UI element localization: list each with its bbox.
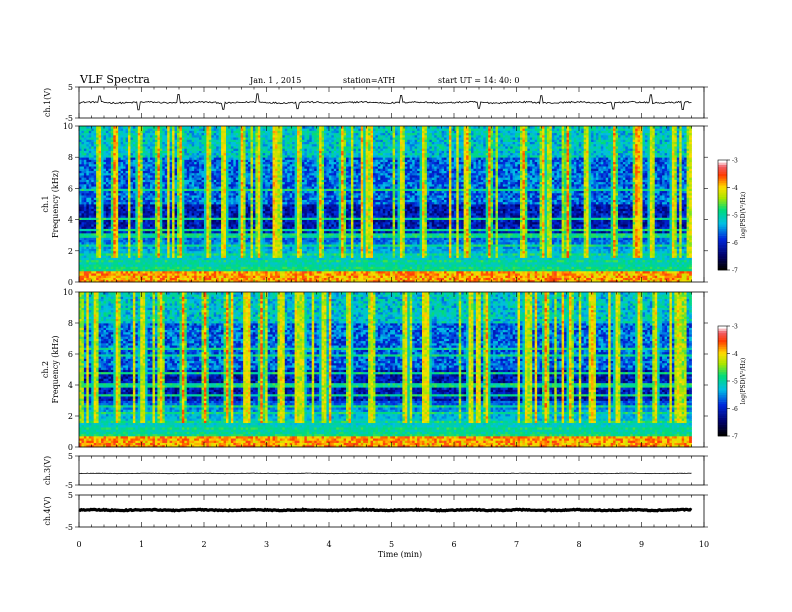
ch1-panel: ch.1(V)5-5 (43, 83, 708, 123)
spec1-panel: ch.1 Frequency (kHz)-3-4-5-6-7log(PSD(V²/… (41, 122, 747, 287)
figure-header: VLF Spectra Jan. 1 , 2015 station=ATH st… (79, 73, 519, 86)
start-time-label: start UT = 14: 40: 0 (438, 76, 519, 85)
vlf-spectra-figure: VLF Spectra Jan. 1 , 2015 station=ATH st… (0, 0, 792, 612)
panels: ch.1(V)5-5ch.1 Frequency (kHz)-3-4-5-6-7l… (41, 83, 747, 532)
station-label: station=ATH (343, 76, 395, 85)
ch1-waveform (79, 94, 692, 110)
ch1-ytick-label: 5 (68, 83, 73, 92)
figure-title: VLF Spectra (79, 73, 150, 86)
date-label: Jan. 1 , 2015 (249, 76, 301, 85)
ch1-ylabel: ch.1(V) (43, 88, 52, 117)
